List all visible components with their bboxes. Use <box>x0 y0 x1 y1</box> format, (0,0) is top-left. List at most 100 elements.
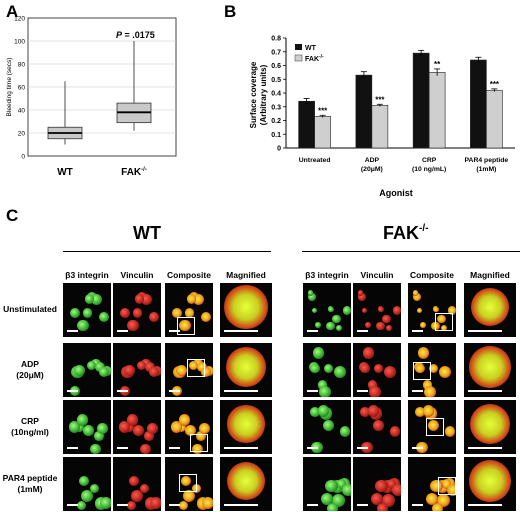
platelet <box>336 479 347 489</box>
scale-bar <box>169 447 180 449</box>
magnified-image <box>220 457 272 511</box>
magnified-platelet <box>224 285 268 329</box>
platelet <box>375 479 388 493</box>
scale-bar <box>307 504 318 506</box>
zoom-region-box <box>435 312 454 331</box>
bar-fak <box>371 105 389 149</box>
platelet <box>447 306 456 315</box>
platelet <box>147 422 158 434</box>
legend-swatch-fak <box>294 54 303 62</box>
x-tick-label-fak: FAK-/- <box>121 167 147 178</box>
y-tick-label: 0.5 <box>271 77 281 84</box>
platelet <box>144 361 156 373</box>
platelet <box>334 365 347 378</box>
platelet <box>131 489 144 502</box>
platelet <box>76 413 89 426</box>
beta3-integrin-image <box>63 457 111 511</box>
panel-b-letter: B <box>224 2 237 21</box>
group-title-wt: WT <box>133 223 161 243</box>
platelet <box>134 294 144 304</box>
vinculin-image <box>353 343 401 397</box>
scale-bar <box>357 390 368 392</box>
platelet <box>374 364 384 374</box>
beta3-integrin-image <box>63 283 111 337</box>
platelet <box>128 476 139 486</box>
platelet <box>200 366 211 377</box>
column-header: β3 integrin <box>65 270 109 280</box>
platelet <box>367 380 378 390</box>
platelet <box>371 492 384 505</box>
x-tick-label: Untreated <box>299 157 331 164</box>
y-tick-label: 0.8 <box>271 36 281 43</box>
scale-bar <box>412 390 423 392</box>
y-axis-label: Surface coverage(Arbitrary units) <box>249 61 268 128</box>
scale-bar <box>468 390 502 392</box>
magnified-platelet <box>470 287 510 327</box>
platelet <box>440 324 447 331</box>
platelet <box>308 290 314 296</box>
beta3-integrin-image <box>303 343 351 397</box>
scale-bar <box>468 330 502 332</box>
platelet <box>119 307 130 318</box>
scale-bar <box>307 447 318 449</box>
scale-bar <box>169 504 180 506</box>
platelet <box>342 306 351 315</box>
platelet <box>126 501 136 511</box>
platelet <box>118 421 131 434</box>
platelet <box>413 290 419 296</box>
y-axis-label: Bleeding time (secs) <box>6 58 13 117</box>
platelet <box>389 426 401 437</box>
platelet <box>427 419 439 431</box>
platelet <box>335 324 342 331</box>
platelet <box>126 413 139 426</box>
platelet <box>382 314 391 324</box>
column-header: Vinculin <box>120 270 154 280</box>
magnified-platelet <box>226 461 266 501</box>
zoom-region-box <box>190 434 209 452</box>
column-header: Magnified <box>226 270 266 280</box>
composite-image <box>165 343 213 397</box>
magnified-image <box>464 343 516 397</box>
bar-fak <box>428 72 446 149</box>
scale-bar <box>412 504 423 506</box>
platelet <box>422 380 433 390</box>
scale-bar <box>169 390 180 392</box>
platelet <box>412 293 421 302</box>
magnified-image <box>464 283 516 337</box>
y-tick-label: 0.7 <box>271 49 281 56</box>
platelet <box>100 497 111 510</box>
platelet <box>140 484 150 494</box>
vinculin-image <box>113 457 161 511</box>
y-tick-label: 0.3 <box>271 104 281 111</box>
group-line-wt <box>63 251 271 252</box>
platelet <box>372 419 384 431</box>
scale-bar <box>468 504 502 506</box>
scale-bar <box>224 390 258 392</box>
platelet <box>193 293 205 305</box>
platelet <box>392 306 401 315</box>
scale-bar <box>224 330 258 332</box>
platelet <box>188 360 199 371</box>
platelet <box>94 361 106 373</box>
platelet <box>81 489 94 502</box>
platelet <box>315 321 321 328</box>
scale-bar <box>117 447 128 449</box>
platelet <box>420 321 426 328</box>
scale-bar <box>117 330 128 332</box>
scale-bar <box>307 390 318 392</box>
platelet <box>369 386 382 397</box>
platelet <box>326 321 335 331</box>
platelet <box>365 321 371 328</box>
platelet <box>148 311 160 323</box>
zoom-region-box <box>413 361 432 380</box>
platelet <box>444 426 456 437</box>
significance-label: *** <box>375 95 385 104</box>
bar-fak <box>314 116 331 149</box>
beta3-integrin-image <box>63 343 111 397</box>
row-label: CRP (10ng/ml) <box>11 416 49 437</box>
magnified-platelet <box>227 405 265 443</box>
platelet <box>76 501 86 511</box>
beta3-integrin-image <box>63 400 111 454</box>
composite-image <box>408 400 456 454</box>
beta3-integrin-image <box>303 400 351 454</box>
